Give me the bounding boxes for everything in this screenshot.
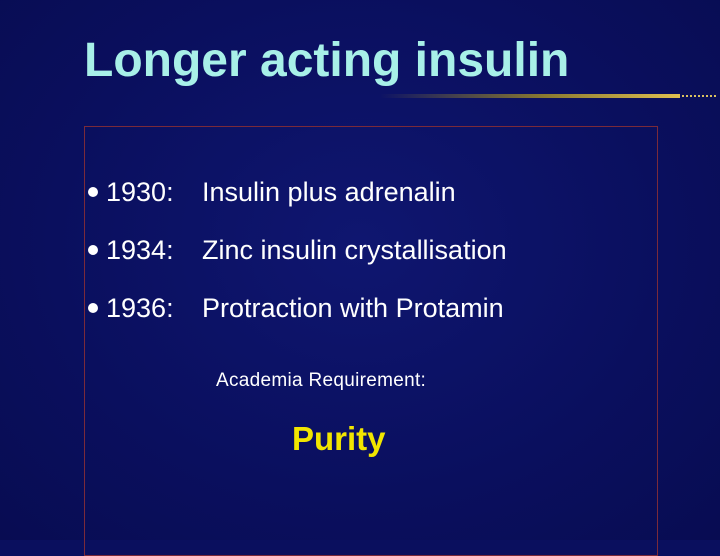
- round-bullet-icon: [88, 303, 98, 313]
- bullet-item: 1936: Protraction with Protamin: [88, 288, 507, 328]
- round-bullet-icon: [88, 245, 98, 255]
- bullet-year: 1936:: [106, 292, 174, 323]
- bullet-text: Zinc insulin crystallisation: [202, 234, 507, 265]
- bullet-item: 1930: Insulin plus adrenalin: [88, 172, 507, 212]
- bullet-item: 1934: Zinc insulin crystallisation: [88, 230, 507, 270]
- round-bullet-icon: [88, 187, 98, 197]
- requirement-value: Purity: [292, 420, 386, 457]
- bullet-year: 1934:: [106, 234, 174, 265]
- bullet-year: 1930:: [106, 176, 174, 207]
- title-underline-dots: [682, 95, 716, 97]
- title-underline: [380, 94, 680, 98]
- slide-title: Longer acting insulin: [84, 34, 570, 87]
- requirement-heading: Academia Requirement:: [216, 370, 427, 391]
- bullet-text: Insulin plus adrenalin: [202, 176, 456, 207]
- bullet-text: Protraction with Protamin: [202, 292, 504, 323]
- bullet-list: 1930: Insulin plus adrenalin 1934: Zinc …: [88, 172, 507, 346]
